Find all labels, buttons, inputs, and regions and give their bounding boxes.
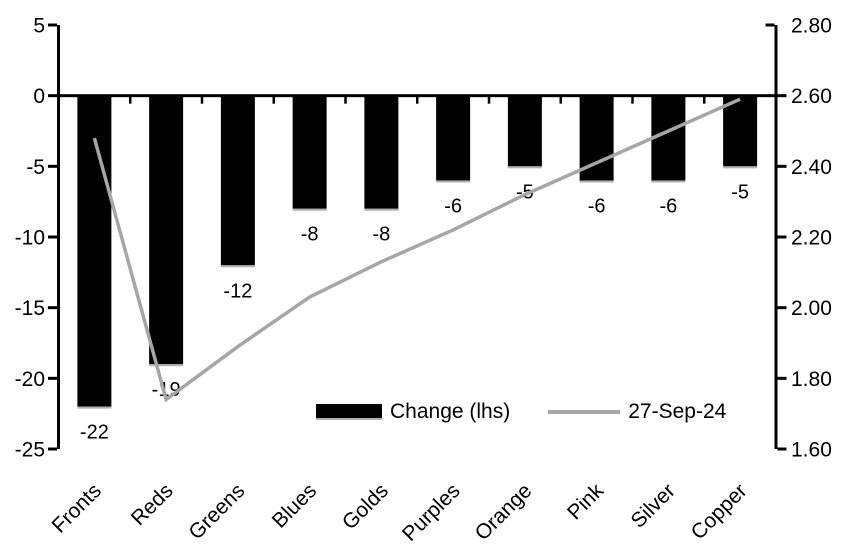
bar-value-label-pink: -6 [588,195,606,217]
left-axis-tick-label: 5 [33,15,45,38]
bar-golds [364,95,399,209]
bar-value-label-silver: -6 [659,195,677,217]
bar-bottom-edge [651,180,686,183]
category-label-purples: Purples [398,479,465,546]
left-axis-tick [48,235,57,239]
right-axis-tick-label: 2.20 [791,227,832,250]
bar-bottom-edge [77,406,112,409]
category-label-silver: Silver [627,479,680,532]
left-axis-tick-label: -20 [15,368,45,391]
left-axis-tick [48,306,57,310]
bar-bottom-edge [507,166,542,169]
right-axis-tick [777,164,787,168]
category-label-fronts: Fronts [48,479,106,537]
bar-bottom-edge [364,208,399,211]
bar-value-label-fronts: -22 [80,422,109,444]
bar-value-label-blues: -8 [301,224,319,246]
x-axis-tick [416,95,419,104]
bar-bottom-edge [292,208,327,211]
right-axis-tick [777,447,787,451]
bar-silver [651,95,686,181]
x-axis-tick [200,95,204,104]
right-axis-tick [777,94,787,98]
left-axis-tick [48,447,57,451]
legend-item-date: 27-Sep-24 [548,400,726,424]
right-axis-tick [765,23,775,27]
right-axis-tick-label: 1.60 [791,439,832,462]
bar-value-label-greens: -12 [223,280,252,302]
left-axis-tick-label: -10 [15,227,45,250]
right-axis-spine [774,25,778,449]
bar-bottom-edge [149,364,184,367]
left-axis-tick [48,94,57,98]
right-axis-tick-label: 2.60 [791,85,832,108]
right-axis-tick [777,376,787,380]
x-axis-tick [487,95,491,104]
bar-blues [292,95,327,209]
left-axis-spine [57,25,60,449]
category-label-greens: Greens [184,479,249,544]
bar-value-label-purples: -6 [444,195,462,217]
left-axis-tick-label: -15 [15,297,45,320]
left-axis-tick-label: -25 [15,439,45,462]
bar-fronts [77,95,112,407]
left-axis-tick [48,164,57,168]
bar-bottom-edge [723,166,758,169]
left-axis-tick-label: 0 [33,85,45,108]
bar-bottom-edge [220,265,255,268]
legend-label-change: Change (lhs) [390,400,511,423]
category-label-reds: Reds [127,479,178,530]
category-label-pink: Pink [563,479,609,525]
right-axis-tick-label: 1.80 [791,368,832,391]
bar-value-label-copper: -5 [731,181,749,203]
x-axis-tick [129,95,132,104]
bar-purples [436,95,471,181]
bar-value-label-golds: -8 [372,224,390,246]
legend-label-date: 27-Sep-24 [628,400,727,423]
bar-greens [220,95,255,266]
x-axis-tick [344,95,347,104]
category-label-orange: Orange [471,479,537,545]
category-label-copper: Copper [687,479,752,544]
bar-reds [149,95,184,365]
left-axis-tick [48,23,57,27]
right-axis-tick-label: 2.80 [791,15,832,38]
x-axis-tick [559,95,562,104]
legend-item-change: Change (lhs) [316,400,510,424]
category-label-blues: Blues [268,479,321,532]
x-axis-tick [631,95,634,104]
right-axis-tick [777,306,787,310]
line-series-swatch [548,410,621,414]
right-axis-tick-label: 2.40 [791,156,832,179]
x-axis-tick [703,95,706,104]
bar-bottom-edge [436,180,471,183]
x-axis-tick [272,95,275,104]
right-axis-tick [777,235,787,239]
bar-bottom-edge [579,180,614,183]
bar-orange [507,95,542,167]
bar-series-swatch [316,404,382,420]
right-axis-tick-label: 2.00 [791,297,832,320]
line-series [92,97,741,403]
chart-legend: Change (lhs) 27-Sep-24 [316,400,726,424]
left-axis-tick-label: -5 [26,156,45,179]
bar-copper [723,95,758,167]
category-label-golds: Golds [338,479,393,534]
left-axis-tick [48,376,57,380]
